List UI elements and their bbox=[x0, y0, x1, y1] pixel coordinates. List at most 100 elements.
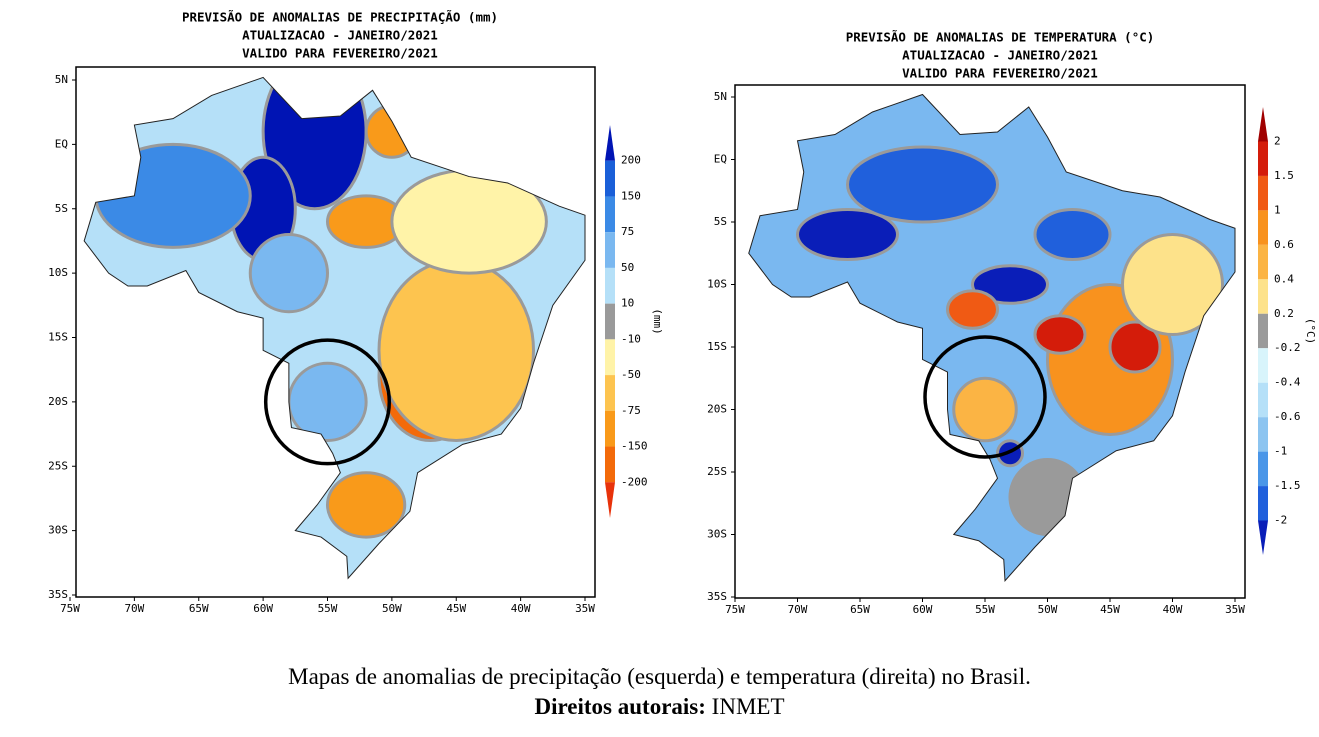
lon-label: 40W bbox=[1163, 603, 1183, 616]
lat-label: 5S bbox=[55, 202, 68, 215]
colorbar-unit: (mm) bbox=[651, 308, 664, 335]
colorbar-end bbox=[605, 125, 615, 161]
anomaly-area bbox=[1121, 233, 1224, 336]
colorbar-label: -1.5 bbox=[1274, 479, 1301, 492]
anomaly-area bbox=[326, 471, 407, 539]
colorbar-segment bbox=[605, 196, 615, 233]
map-title: ATUALIZACAO - JANEIRO/2021 bbox=[242, 28, 438, 43]
colorbar-label: -75 bbox=[621, 404, 641, 417]
anomaly-area bbox=[1033, 208, 1112, 261]
colorbar-label: -2 bbox=[1274, 514, 1287, 527]
anomaly-area bbox=[796, 208, 899, 261]
country-border bbox=[83, 76, 586, 580]
colorbar-label: -0.6 bbox=[1274, 410, 1301, 423]
map-title: VALIDO PARA FEVEREIRO/2021 bbox=[242, 46, 438, 61]
lon-label: 55W bbox=[975, 603, 995, 616]
colorbar-segment bbox=[1258, 348, 1268, 383]
colorbar-segment bbox=[1258, 175, 1268, 211]
colorbar-label: -200 bbox=[621, 475, 648, 488]
lat-label: 30S bbox=[707, 528, 727, 541]
lon-label: 45W bbox=[446, 602, 466, 615]
lat-label: 5S bbox=[714, 215, 727, 228]
lon-label: 65W bbox=[850, 603, 870, 616]
colorbar-segment bbox=[1258, 313, 1268, 349]
lon-label: 60W bbox=[913, 603, 933, 616]
maps: PREVISÃO DE ANOMALIAS DE PRECIPITAÇÃO (m… bbox=[48, 10, 1317, 617]
lon-label: 75W bbox=[725, 603, 745, 616]
lon-label: 75W bbox=[60, 602, 80, 615]
credit: Direitos autorais: INMET bbox=[0, 692, 1319, 722]
colorbar-segment bbox=[605, 160, 615, 197]
colorbar-end bbox=[1258, 107, 1268, 142]
lat-label: 35S bbox=[48, 588, 68, 601]
colorbar-label: 75 bbox=[621, 225, 634, 238]
colorbar-segment bbox=[1258, 279, 1268, 314]
colorbar-label: -10 bbox=[621, 332, 641, 345]
colorbar-segment bbox=[1258, 451, 1268, 487]
anomaly-area bbox=[952, 376, 1018, 443]
colorbar-segment bbox=[1258, 486, 1268, 521]
lat-label: 35S bbox=[707, 590, 727, 603]
colorbar-segment bbox=[605, 410, 615, 447]
anomaly-area bbox=[971, 264, 1049, 305]
lat-label: EQ bbox=[714, 153, 727, 166]
lon-label: 35W bbox=[575, 602, 595, 615]
lat-label: 5N bbox=[55, 73, 68, 86]
colorbar-label: -0.2 bbox=[1274, 341, 1301, 354]
lat-label: 20S bbox=[707, 403, 727, 416]
colorbar-label: -50 bbox=[621, 368, 641, 381]
lon-label: 45W bbox=[1100, 603, 1120, 616]
colorbar-label: -1 bbox=[1274, 445, 1287, 458]
caption: Mapas de anomalias de precipitação (esqu… bbox=[0, 662, 1319, 722]
anomaly-area bbox=[248, 233, 329, 314]
colorbar-label: 2 bbox=[1274, 134, 1281, 147]
colorbar-label: 0.6 bbox=[1274, 238, 1294, 251]
colorbar-label: 150 bbox=[621, 189, 641, 202]
lat-label: 20S bbox=[48, 395, 68, 408]
lon-label: 70W bbox=[124, 602, 144, 615]
colorbar-unit: (°C) bbox=[1304, 318, 1317, 345]
highlight-circle bbox=[263, 338, 392, 466]
colorbar-label: 0.4 bbox=[1274, 272, 1294, 285]
colorbar-label: 10 bbox=[621, 297, 634, 310]
colorbar-segment bbox=[605, 232, 615, 268]
colorbar-segment bbox=[1258, 210, 1268, 245]
colorbar-segment bbox=[1258, 417, 1268, 452]
colorbar-segment bbox=[605, 303, 615, 340]
credit-name: INMET bbox=[711, 694, 785, 719]
lon-label: 70W bbox=[788, 603, 808, 616]
colorbar-label: -0.4 bbox=[1274, 376, 1301, 389]
lat-label: EQ bbox=[55, 137, 68, 150]
lon-label: 55W bbox=[318, 602, 338, 615]
map-title: VALIDO PARA FEVEREIRO/2021 bbox=[902, 66, 1098, 81]
colorbar-segment bbox=[605, 446, 615, 483]
colorbar-end bbox=[605, 482, 615, 518]
anomaly-area bbox=[1108, 320, 1162, 374]
colorbar-label: 1.5 bbox=[1274, 169, 1294, 182]
colorbar-label: 200 bbox=[621, 154, 641, 167]
lat-label: 30S bbox=[48, 524, 68, 537]
lon-label: 60W bbox=[253, 602, 273, 615]
map-title: ATUALIZACAO - JANEIRO/2021 bbox=[902, 48, 1098, 63]
map-title: PREVISÃO DE ANOMALIAS DE PRECIPITAÇÃO (m… bbox=[182, 10, 498, 25]
lat-label: 10S bbox=[48, 266, 68, 279]
lat-label: 15S bbox=[48, 331, 68, 344]
anomaly-area bbox=[287, 361, 368, 442]
anomaly-area bbox=[377, 258, 535, 442]
lat-label: 10S bbox=[707, 278, 727, 291]
colorbar-segment bbox=[1258, 382, 1268, 418]
colorbar-end bbox=[1258, 520, 1268, 555]
anomaly-area bbox=[846, 145, 999, 224]
lon-label: 40W bbox=[511, 602, 531, 615]
lat-label: 5N bbox=[714, 90, 727, 103]
lon-label: 50W bbox=[1038, 603, 1058, 616]
anomaly-area bbox=[946, 289, 999, 330]
lat-label: 25S bbox=[707, 465, 727, 478]
highlight-circle bbox=[923, 335, 1047, 459]
colorbar-segment bbox=[605, 339, 615, 376]
country-border bbox=[748, 93, 1236, 582]
lat-label: 25S bbox=[48, 459, 68, 472]
colorbar-label: 0.2 bbox=[1274, 307, 1294, 320]
map-title: PREVISÃO DE ANOMALIAS DE TEMPERATURA (°C… bbox=[846, 30, 1155, 45]
